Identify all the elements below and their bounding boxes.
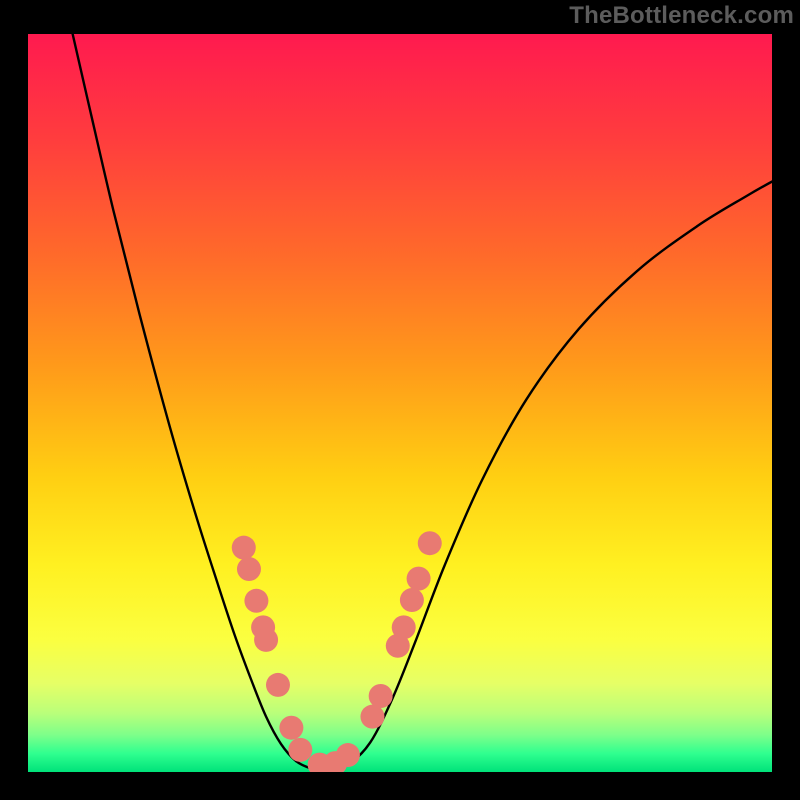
data-marker <box>418 531 442 555</box>
chart-container: TheBottleneck.com <box>0 0 800 800</box>
data-marker <box>254 628 278 652</box>
data-marker <box>369 684 393 708</box>
data-marker <box>400 588 424 612</box>
watermark-text: TheBottleneck.com <box>569 2 794 30</box>
data-marker <box>237 557 261 581</box>
bottleneck-curve <box>65 0 787 771</box>
data-marker <box>244 589 268 613</box>
data-marker <box>407 567 431 591</box>
data-marker <box>288 738 312 762</box>
data-marker <box>336 743 360 767</box>
plot-svg <box>0 0 800 800</box>
data-marker <box>392 615 416 639</box>
data-marker <box>266 673 290 697</box>
data-marker <box>279 716 303 740</box>
data-marker <box>360 705 384 729</box>
data-marker <box>232 536 256 560</box>
